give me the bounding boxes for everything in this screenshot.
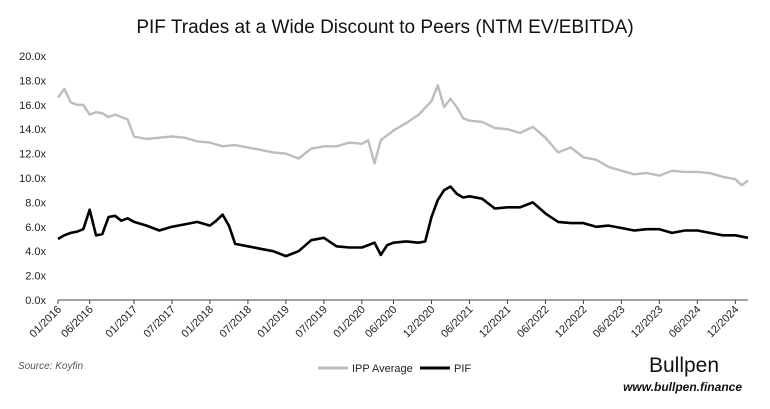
x-tick-label: 01/2019 xyxy=(255,304,292,341)
chart-title: PIF Trades at a Wide Discount to Peers (… xyxy=(136,17,633,38)
series-line-ipp-average xyxy=(57,84,749,187)
legend-label-pif: PIF xyxy=(454,363,471,375)
series-line-pif xyxy=(57,185,749,258)
x-tick-label: 01/2018 xyxy=(179,304,216,341)
y-tick-label: 10.0x xyxy=(19,173,46,185)
x-tick-label: 12/2024 xyxy=(705,304,742,341)
x-tick-label: 01/2017 xyxy=(103,304,140,341)
y-tick-label: 4.0x xyxy=(25,246,46,258)
y-tick-label: 16.0x xyxy=(19,100,46,112)
x-tick-label: 01/2016 xyxy=(28,304,65,341)
brand-logo: Bullpen xyxy=(649,354,719,377)
x-tick-label: 07/2019 xyxy=(293,304,330,341)
y-tick-label: 12.0x xyxy=(19,149,46,161)
x-tick-label: 12/2021 xyxy=(477,304,514,341)
x-tick-label: 06/2024 xyxy=(667,304,704,341)
y-tick-label: 8.0x xyxy=(25,197,46,209)
x-tick-label: 06/2020 xyxy=(363,304,400,341)
source-note: Source: Koyfin xyxy=(18,361,83,372)
x-tick-label: 06/2021 xyxy=(439,304,476,341)
x-tick-label: 07/2018 xyxy=(217,304,254,341)
x-tick-label: 01/2020 xyxy=(331,304,368,341)
website-label: www.bullpen.finance xyxy=(623,380,742,394)
y-axis: 0.0x 2.0x 4.0x 6.0x 8.0x 10.0x 12.0x 14.0x 16.0x… xyxy=(19,51,46,307)
y-tick-label: 14.0x xyxy=(19,124,46,136)
x-tick-label: 07/2017 xyxy=(141,304,178,341)
y-tick-label: 0.0x xyxy=(25,295,46,307)
y-tick-label: 6.0x xyxy=(25,222,46,234)
y-tick-label: 18.0x xyxy=(19,75,46,87)
x-tick-label: 06/2023 xyxy=(591,304,628,341)
x-tick-label: 12/2022 xyxy=(553,304,590,341)
series-group xyxy=(57,84,749,258)
x-tick-label: 12/2023 xyxy=(629,304,666,341)
legend-label-ipp-average: IPP Average xyxy=(352,363,413,375)
x-tick-label: 06/2016 xyxy=(59,304,96,341)
y-tick-label: 20.0x xyxy=(19,51,46,63)
x-tick-label: 12/2020 xyxy=(401,304,438,341)
y-tick-label: 2.0x xyxy=(25,271,46,283)
x-tick-label: 06/2022 xyxy=(515,304,552,341)
legend: IPP Average PIF xyxy=(318,363,471,375)
